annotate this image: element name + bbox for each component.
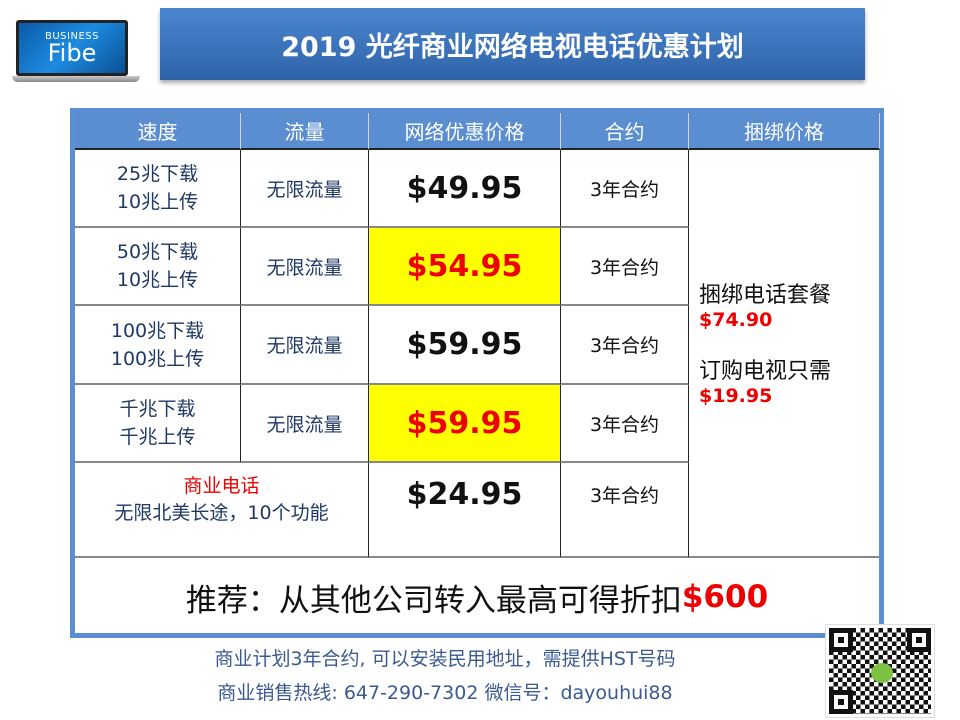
header-label: 流量 — [284, 120, 325, 144]
price-cell: $59.95 — [369, 385, 561, 463]
header-label: 捆绑价格 — [744, 120, 824, 144]
upload-speed: 10兆上传 — [116, 269, 199, 291]
upload-speed: 10兆上传 — [116, 191, 199, 213]
column-header: 网络优惠价格 — [369, 113, 561, 150]
bundle-phone-label: 捆绑电话套餐 — [699, 283, 832, 308]
data-cell: 无限流量 — [241, 306, 369, 385]
data-cell: 无限流量 — [241, 150, 369, 228]
header-label: 速度 — [137, 120, 178, 144]
phone-price: $24.95 — [406, 477, 523, 512]
contract-cell: 3年合约 — [561, 228, 689, 306]
speed-cell: 100兆下载 100兆上传 — [75, 306, 241, 385]
wechat-qr-code — [825, 624, 935, 718]
price: $59.95 — [406, 327, 523, 362]
bundle-price-cell: 捆绑电话套餐 $74.90 订购电视只需 $19.95 — [689, 150, 880, 558]
pricing-table: 推荐：从其他公司转入最高可得折扣 $600 速度 流量 网络优惠价格 合约 捆绑价格 25兆… — [70, 108, 884, 638]
column-header: 速度 — [75, 113, 241, 150]
column-header: 流量 — [241, 113, 369, 150]
column-header: 合约 — [561, 113, 689, 150]
column-header: 捆绑价格 — [689, 113, 880, 150]
footer-terms: 商业计划3年合约, 可以安装民用地址，需提供HST号码 — [214, 648, 676, 670]
speed-cell: 25兆下载 10兆上传 — [75, 150, 241, 228]
contract-cell: 3年合约 — [561, 150, 689, 228]
data-allowance: 无限流量 — [266, 335, 343, 357]
contract-term: 3年合约 — [589, 335, 660, 357]
promo-banner: 推荐：从其他公司转入最高可得折扣 $600 — [185, 579, 769, 619]
phone-price-cell: $24.95 — [369, 463, 561, 558]
upload-speed: 千兆上传 — [119, 426, 196, 448]
speed-cell: 千兆下载 千兆上传 — [75, 385, 241, 463]
data-allowance: 无限流量 — [266, 413, 343, 436]
bundle-phone-price: $74.90 — [699, 309, 773, 331]
contract-term: 3年合约 — [589, 256, 660, 279]
page-title: 2019 光纤商业网络电视电话优惠计划 — [160, 8, 865, 80]
header-label: 合约 — [604, 120, 645, 144]
phone-description: 无限北美长途，10个功能 — [114, 502, 329, 524]
bundle-tv-price: $19.95 — [699, 385, 773, 407]
business-fibe-logo: BUSINESS Fibe — [12, 20, 141, 86]
upload-speed: 100兆上传 — [110, 347, 205, 370]
price-cell: $54.95 — [369, 228, 561, 306]
contract-term: 3年合约 — [589, 413, 660, 436]
download-speed: 25兆下载 — [116, 163, 199, 185]
contract-term: 3年合约 — [589, 178, 660, 201]
data-allowance: 无限流量 — [266, 178, 343, 201]
phone-contract-cell: 3年合约 — [561, 463, 689, 558]
price: $54.95 — [406, 248, 523, 284]
price: $49.95 — [406, 170, 523, 206]
contract-cell: 3年合约 — [561, 385, 689, 463]
header-label: 网络优惠价格 — [404, 120, 525, 144]
price-cell: $59.95 — [369, 306, 561, 385]
contract-term: 3年合约 — [589, 485, 660, 507]
data-cell: 无限流量 — [241, 385, 369, 463]
price-cell: $49.95 — [369, 150, 561, 228]
phone-plan-cell: 商业电话无限北美长途，10个功能 — [75, 463, 369, 558]
footer-contact: 商业销售热线: 647-290-7302 微信号：dayouhui88 — [217, 682, 673, 704]
data-allowance: 无限流量 — [266, 256, 343, 279]
download-speed: 100兆下载 — [110, 319, 205, 342]
download-speed: 千兆下载 — [119, 398, 196, 420]
data-cell: 无限流量 — [241, 228, 369, 306]
bundle-tv-label: 订购电视只需 — [699, 359, 832, 384]
contract-cell: 3年合约 — [561, 306, 689, 385]
download-speed: 50兆下载 — [116, 241, 199, 263]
phone-title: 商业电话 — [183, 475, 260, 497]
speed-cell: 50兆下载 10兆上传 — [75, 228, 241, 306]
price: $59.95 — [406, 405, 523, 441]
